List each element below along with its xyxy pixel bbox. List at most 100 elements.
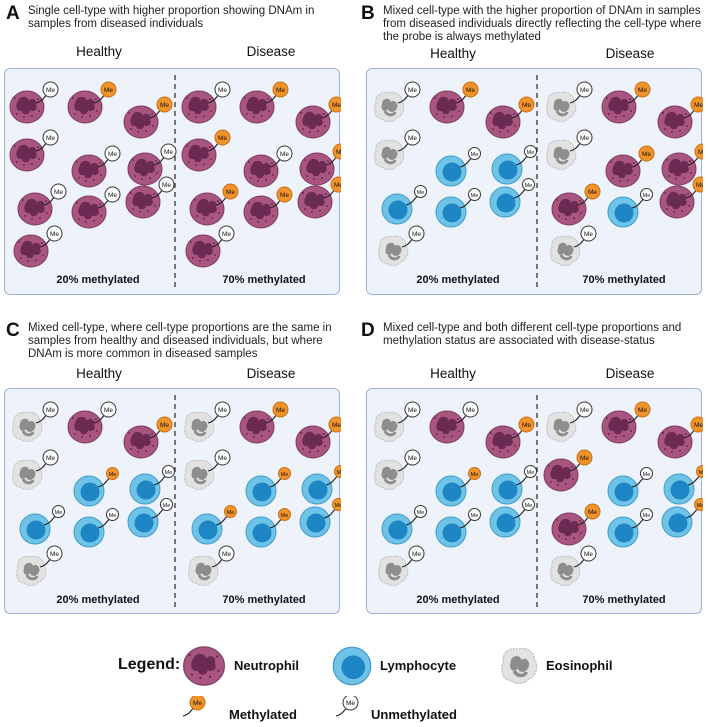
methylated-tag: Me — [149, 416, 173, 439]
svg-text:Me: Me — [226, 189, 235, 196]
methylated-tag: Me — [685, 498, 703, 519]
svg-text:Me: Me — [160, 102, 169, 109]
disease-neutrophil-cell: Me — [243, 145, 293, 188]
panel-caption: Single cell-type with higher proportion … — [28, 5, 315, 30]
methylated-tag: Me — [627, 81, 651, 104]
healthy-eosinophil-cell: Me — [16, 545, 63, 586]
svg-text:Me: Me — [280, 192, 289, 199]
svg-text:Me: Me — [162, 182, 171, 189]
unmethylated-tag: Me — [459, 508, 481, 529]
healthy-neutrophil-cell: Me — [9, 81, 59, 124]
unmethylated-tag: Me — [515, 145, 537, 166]
healthy-neutrophil-cell: Me — [127, 143, 177, 186]
panel-box: MeMeMeMeMeMeMeMeMeMeMeMeMeMeMeMeMeMeMeMe… — [4, 68, 341, 295]
unmethylated-tag: Me — [211, 545, 235, 568]
disease-neutrophil-cell: Me — [189, 183, 239, 226]
healthy-lymphocyte-cell: Me — [129, 465, 175, 505]
healthy-lymphocyte-cell: Me — [435, 147, 481, 187]
svg-text:Me: Me — [276, 87, 285, 94]
svg-text:Me: Me — [471, 152, 479, 158]
methylated-tag: Me — [685, 176, 703, 199]
svg-text:Me: Me — [697, 503, 703, 509]
svg-text:Me: Me — [580, 407, 589, 414]
methylated-tag: Me — [683, 96, 703, 119]
svg-text:Me: Me — [332, 102, 341, 109]
disease-eosinophil-cell: Me — [184, 449, 231, 490]
disease-neutrophil-cell: Me — [185, 225, 235, 268]
methylated-tag: Me — [627, 401, 651, 424]
disease-neutrophil-cell: Me — [657, 96, 703, 139]
disease-neutrophil-cell: Me — [659, 176, 703, 219]
svg-text:Me: Me — [698, 149, 703, 156]
disease-neutrophil-cell: Me — [295, 96, 341, 139]
unmethylated-tag: Me — [515, 465, 537, 486]
svg-text:Me: Me — [108, 151, 117, 158]
svg-text:Me: Me — [334, 182, 341, 189]
panel-canvas: Me Me Me Me Me Me Me Me Me Me Me Me Me Me Me Me Me Me Me Me — [374, 395, 703, 609]
disease-neutrophil-cell: Me — [243, 186, 293, 229]
unmethylated-tag: Me — [93, 401, 117, 424]
disease-eosinophil-cell: Me — [188, 545, 235, 586]
unmethylated-tag: Me — [573, 545, 597, 568]
panel-letter: D — [361, 320, 375, 341]
disease-lymphocyte-cell: Me — [245, 467, 291, 507]
disease-neutrophil-cell: Me — [601, 81, 651, 124]
methylated-tag: Me — [325, 143, 341, 166]
svg-text:Me: Me — [466, 407, 475, 414]
svg-text:Me: Me — [218, 87, 227, 94]
svg-text:Me: Me — [332, 422, 341, 429]
panel-caption: Mixed cell-type, where cell-type proport… — [28, 322, 332, 360]
healthy-lymphocyte-cell: Me — [491, 145, 537, 185]
unmethylated-tag: Me — [153, 465, 175, 486]
panel-letter: B — [361, 3, 375, 24]
panel-box: MeMeMeMeMeMeMeMeMeMeMeMeMeMeMeMeMeMeMeMe… — [4, 388, 341, 614]
methylated-tag: Me — [683, 416, 703, 439]
disease-eosinophil-cell: Me — [550, 225, 597, 266]
svg-text:Me: Me — [580, 455, 589, 462]
disease-eosinophil-cell: Me — [546, 129, 593, 170]
svg-text:Me: Me — [471, 513, 479, 519]
svg-text:Me: Me — [160, 422, 169, 429]
panel-caption: Mixed cell-type with the higher proporti… — [383, 5, 702, 43]
unmethylated-tag: Me — [35, 449, 59, 472]
unmethylated-tag: Me — [455, 401, 479, 424]
svg-text:Me: Me — [54, 189, 63, 196]
panel-letter: A — [6, 3, 20, 24]
healthy-lymphocyte-cell: Me — [489, 178, 535, 218]
svg-text:Me: Me — [638, 87, 647, 94]
disease-lymphocyte-cell: Me — [191, 505, 237, 545]
methylated-tag: Me — [321, 416, 341, 439]
unmethylated-tag: Me — [35, 129, 59, 152]
healthy-lymphocyte-cell: Me — [127, 498, 173, 538]
healthy-lymphocyte-cell: Me — [489, 498, 535, 538]
disease-neutrophil-cell: Me — [295, 416, 341, 459]
methylated-tag: Me — [687, 465, 703, 486]
panel-box: MeMeMeMeMeMeMeMeMeMeMeMeMeMeMeMeMeMeMeMe… — [366, 388, 703, 614]
legend-lymphocyte-label: Lymphocyte — [380, 658, 457, 673]
svg-text:Me: Me — [525, 183, 533, 189]
disease-eosinophil-cell: Me — [546, 401, 593, 442]
unmethylated-tag: Me — [151, 176, 175, 199]
svg-text:Me: Me — [699, 470, 703, 476]
svg-text:Me: Me — [584, 231, 593, 238]
healthy-neutrophil-cell: Me — [123, 416, 173, 459]
disease-methylation-label: 70% methylated — [222, 594, 306, 606]
unmethylated-tag: Me — [151, 498, 173, 519]
healthy-neutrophil-cell: Me — [9, 129, 59, 172]
disease-methylation-label: 70% methylated — [582, 274, 666, 286]
disease-lymphocyte-cell: Me — [299, 498, 341, 538]
unmethylated-tag: Me — [459, 188, 481, 209]
unmethylated-tag: Me — [43, 183, 67, 206]
healthy-label: Healthy — [76, 366, 122, 381]
legend-unmethylated-icon: Me — [335, 696, 359, 717]
methylated-tag: Me — [215, 505, 237, 526]
unmethylated-tag: Me — [405, 505, 427, 526]
unmethylated-tag: Me — [43, 505, 65, 526]
svg-text:Me: Me — [109, 472, 117, 478]
unmethylated-tag: Me — [153, 143, 177, 166]
healthy-lymphocyte-cell: Me — [73, 508, 119, 548]
unmethylated-tag: Me — [401, 545, 425, 568]
svg-text:Me: Me — [527, 470, 535, 476]
healthy-neutrophil-cell: Me — [485, 416, 535, 459]
disease-neutrophil-cell: Me — [661, 143, 703, 186]
